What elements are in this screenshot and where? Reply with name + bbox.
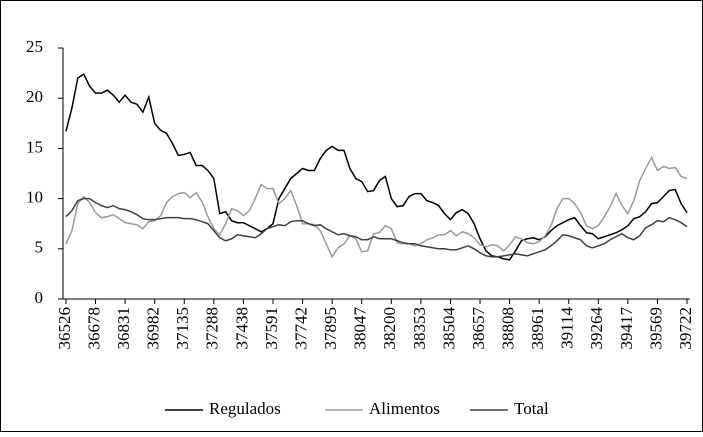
x-tick-label: 39417 [617, 307, 636, 350]
x-tick-label: 38047 [351, 307, 370, 350]
x-tick-label: 39264 [587, 307, 606, 350]
x-tick-label: 36526 [55, 307, 74, 350]
x-tick-label: 36678 [84, 307, 103, 350]
x-tick-label: 38353 [410, 307, 429, 350]
x-tick-label: 39722 [676, 307, 695, 350]
x-tick-label: 39114 [558, 307, 577, 349]
y-tick-label: 0 [35, 288, 44, 307]
x-tick-label: 37438 [232, 307, 251, 350]
y-tick-label: 15 [26, 137, 43, 156]
x-tick-label: 37742 [291, 307, 310, 350]
x-tick-label: 38504 [439, 307, 458, 350]
x-tick-label: 37288 [203, 307, 222, 350]
series-line [65, 155, 688, 259]
legend-label: Total [514, 399, 549, 418]
x-tick-label: 38657 [469, 307, 488, 350]
x-tick-label: 37895 [321, 307, 340, 350]
y-tick-label: 25 [26, 37, 43, 56]
y-tick-label: 20 [26, 87, 43, 106]
series-line [65, 197, 688, 258]
legend-label: Regulados [209, 399, 281, 418]
x-tick-label: 38808 [498, 307, 517, 350]
legend-label: Alimentos [369, 399, 440, 418]
series-line [65, 72, 688, 261]
x-tick-label: 37135 [173, 307, 192, 350]
x-tick-label: 36831 [114, 307, 133, 350]
x-tick-label: 36982 [144, 307, 163, 350]
y-tick-label: 5 [35, 238, 44, 257]
x-tick-label: 38200 [380, 307, 399, 350]
y-tick-label: 10 [26, 188, 43, 207]
x-tick-label: 38961 [528, 307, 547, 350]
x-tick-label: 37591 [262, 307, 281, 350]
x-tick-label: 39569 [646, 307, 665, 350]
